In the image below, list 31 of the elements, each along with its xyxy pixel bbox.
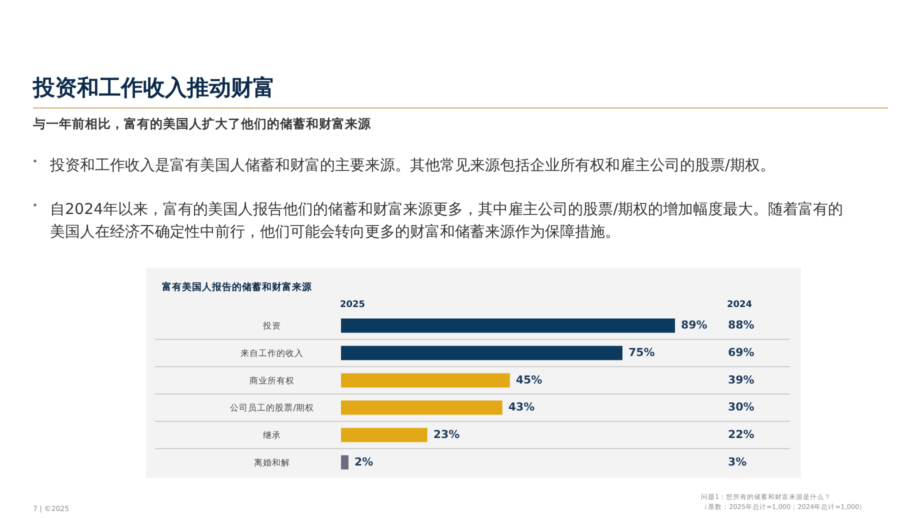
bar [341, 373, 510, 388]
text: 30% [728, 400, 754, 414]
text: 3% [728, 455, 747, 468]
data-label: 75% [628, 346, 655, 359]
data-label: 43% [508, 400, 535, 414]
bar [341, 400, 502, 415]
data-label: 45% [516, 373, 542, 386]
text: 富有美国人报告的储蓄和财富来源 [162, 281, 313, 293]
text: 自2024年以来，富有的美国人报告他们的储蓄和财富来源更多，其中雇主公司的股票/期权的增加幅度最大。随着富有的美国人在经济不确定性中前行，他们可能会转向更多的财富和储蓄来源作为保障措施。 [50, 200, 844, 240]
text: 22% [728, 428, 754, 441]
y-tick-label: 继承 [263, 430, 281, 441]
y-tick-label: 来自工作的收入 [240, 348, 304, 359]
y-tick-label: 商业所有权 [250, 375, 294, 386]
text: 69% [728, 346, 754, 359]
bar [341, 428, 428, 442]
y-tick-label: 公司员工的股票/期权 [230, 402, 314, 414]
data-label: 23% [433, 428, 460, 441]
text: 投资和工作收入推动财富 [32, 75, 275, 101]
text: 投资和工作收入是富有美国人储蓄和财富的主要来源。其他常见来源包括企业所有权和雇主公司的股票/期权。 [49, 156, 776, 174]
series-label: 2025 [340, 300, 366, 310]
data-label: 2% [354, 455, 374, 468]
text: 39% [728, 373, 754, 386]
bar [341, 318, 675, 333]
y-tick-label: 投资 [262, 320, 281, 332]
bar [341, 455, 349, 470]
data-label: 89% [681, 318, 708, 332]
text: 2024 [727, 300, 752, 310]
y-tick-label: 离婚和解 [254, 457, 290, 468]
text: 与一年前相比，富有的美国人扩大了他们的储蓄和财富来源 [32, 116, 372, 131]
text: 88% [728, 318, 754, 332]
bar [341, 346, 622, 360]
